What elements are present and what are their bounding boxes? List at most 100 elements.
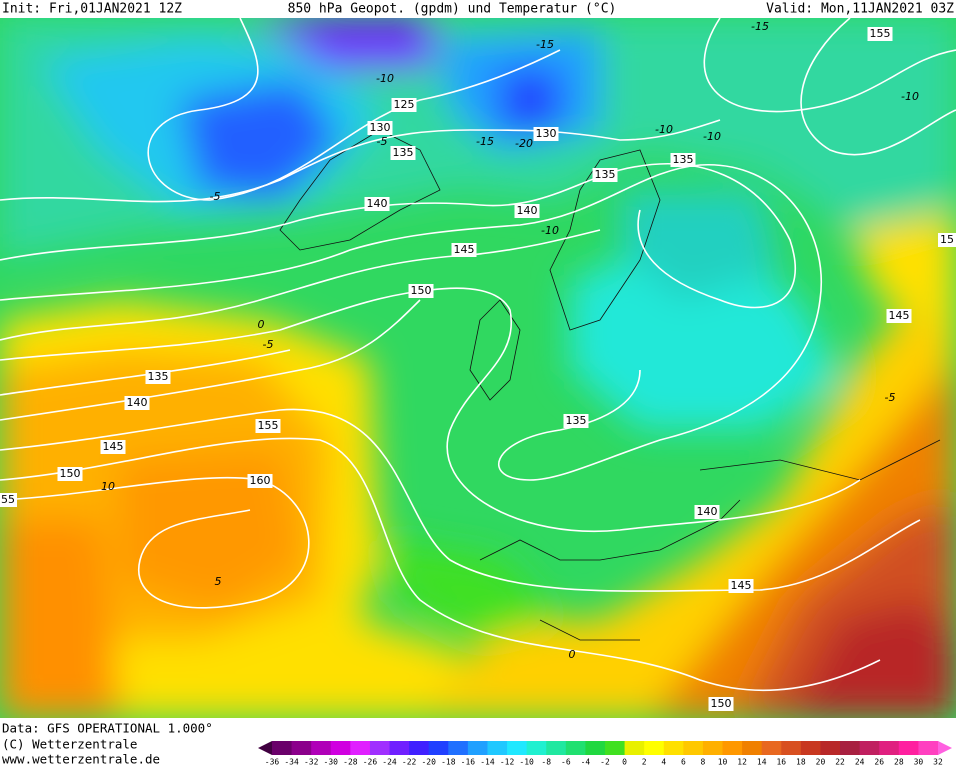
colorbar-label: 8 bbox=[701, 758, 706, 767]
colorbar-label: 16 bbox=[776, 758, 786, 767]
temperature-label: 0 bbox=[569, 648, 576, 661]
geopotential-label: 150 bbox=[711, 697, 732, 710]
colorbar-swatch bbox=[781, 741, 802, 755]
geopotential-label: 140 bbox=[367, 197, 388, 210]
geopotential-label: 140 bbox=[697, 505, 718, 518]
colorbar-label: -22 bbox=[402, 758, 417, 767]
contour-label-bg bbox=[255, 419, 281, 433]
temperature-label: 0 bbox=[258, 318, 265, 331]
contour-label-bg bbox=[364, 197, 390, 211]
colorbar-swatch bbox=[859, 741, 880, 755]
contour-label-bg bbox=[367, 121, 393, 135]
contour-label-bg bbox=[408, 284, 434, 298]
temperature-field bbox=[0, 18, 956, 718]
colorbar-swatch bbox=[330, 741, 351, 755]
geopotential-label: 155 bbox=[870, 27, 891, 40]
geopotential-label: 140 bbox=[517, 204, 538, 217]
contour-label-bg bbox=[451, 243, 477, 257]
geopotential-label: 150 bbox=[411, 284, 432, 297]
contour-label-bg bbox=[938, 233, 956, 247]
colorbar-swatch bbox=[369, 741, 391, 755]
colorbar-swatch bbox=[879, 741, 900, 755]
colorbar-label: 20 bbox=[816, 758, 826, 767]
temperature-label: -5 bbox=[210, 190, 221, 203]
temperature-label: -10 bbox=[655, 123, 673, 136]
footer-data: Data: GFS OPERATIONAL 1.000° bbox=[2, 721, 213, 736]
colorbar-label: -2 bbox=[600, 758, 610, 767]
colorbar-swatch bbox=[761, 741, 782, 755]
colorbar-label: 12 bbox=[737, 758, 747, 767]
map-labels: 1551251301351301351351401401514515014513… bbox=[0, 20, 956, 711]
header-bg bbox=[0, 0, 956, 18]
colorbar-swatch bbox=[467, 741, 488, 755]
geopotential-label: 145 bbox=[731, 579, 752, 592]
temperature-label: 10 bbox=[101, 480, 115, 493]
contour-label-bg bbox=[391, 98, 417, 112]
colorbar-label: -6 bbox=[561, 758, 571, 767]
colorbar-swatch bbox=[722, 741, 743, 755]
colorbar-swatch bbox=[311, 741, 332, 755]
colorbar-swatch bbox=[409, 741, 430, 755]
colorbar-swatch bbox=[526, 741, 547, 755]
colorbar-label: -10 bbox=[519, 758, 534, 767]
contour-label-bg bbox=[390, 146, 416, 160]
map-title: 850 hPa Geopot. (gpdm) und Temperatur (°… bbox=[288, 2, 617, 17]
geopotential-label: 150 bbox=[60, 467, 81, 480]
geopotential-label: 140 bbox=[127, 396, 148, 409]
colorbar-swatch bbox=[565, 741, 586, 755]
colorbar-swatch bbox=[820, 741, 841, 755]
contour-label-bg bbox=[694, 505, 720, 519]
geopotential-label: 135 bbox=[148, 370, 169, 383]
temperature-label: -15 bbox=[536, 38, 554, 51]
temperature-label: -15 bbox=[476, 135, 494, 148]
geopotential-label: 135 bbox=[393, 146, 414, 159]
geopotential-label: 145 bbox=[454, 243, 475, 256]
colorbar-label: 0 bbox=[622, 758, 627, 767]
colorbar-label: 18 bbox=[796, 758, 806, 767]
colorbar-swatch bbox=[487, 741, 508, 755]
colorbar-label: -20 bbox=[421, 758, 436, 767]
geopotential-label: 160 bbox=[250, 474, 271, 487]
temperature-label: -10 bbox=[901, 90, 919, 103]
colorbar-label: 10 bbox=[718, 758, 728, 767]
colorbar-swatch bbox=[918, 741, 939, 755]
contour-label-bg bbox=[533, 127, 559, 141]
colorbar-swatch bbox=[428, 741, 449, 755]
temperature-label: 5 bbox=[215, 575, 222, 588]
geopotential-label: 130 bbox=[536, 127, 557, 140]
colorbar-label: -4 bbox=[581, 758, 591, 767]
colorbar-label: 32 bbox=[933, 758, 943, 767]
colorbar-swatch bbox=[800, 741, 821, 755]
colorbar-swatch bbox=[840, 741, 861, 755]
colorbar-swatch bbox=[898, 741, 919, 755]
valid-time: Valid: Mon,11JAN2021 03Z bbox=[766, 2, 954, 17]
contour-label-bg bbox=[145, 370, 171, 384]
colorbar-label: -18 bbox=[441, 758, 456, 767]
colorbar-arrow-low bbox=[258, 741, 272, 755]
temperature-label: -10 bbox=[541, 224, 559, 237]
contour-label-bg bbox=[124, 396, 150, 410]
temperature-label: -5 bbox=[885, 391, 896, 404]
colorbar-label: -8 bbox=[541, 758, 551, 767]
colorbar-swatch bbox=[291, 741, 312, 755]
contour-label-bg bbox=[708, 697, 734, 711]
contour-label-bg bbox=[728, 579, 754, 593]
colorbar-label: -34 bbox=[284, 758, 299, 767]
colorbar-swatch bbox=[507, 741, 528, 755]
temperature-label: -5 bbox=[263, 338, 274, 351]
colorbar-label: 26 bbox=[874, 758, 884, 767]
colorbar-swatch bbox=[546, 741, 567, 755]
footer-url: www.wetterzentrale.de bbox=[2, 752, 160, 767]
contour-label-bg bbox=[57, 467, 83, 481]
geopotential-label: 125 bbox=[394, 98, 415, 111]
colorbar-swatch bbox=[389, 741, 410, 755]
geopotential-label: 55 bbox=[1, 493, 15, 506]
temperature-label: -15 bbox=[751, 20, 769, 33]
contour-label-bg bbox=[886, 309, 912, 323]
footer-copyright: (C) Wetterzentrale bbox=[2, 737, 137, 752]
colorbar-label: -14 bbox=[480, 758, 495, 767]
colorbar-swatch bbox=[624, 741, 645, 755]
colorbar-label: -36 bbox=[265, 758, 280, 767]
colorbar-label: -32 bbox=[304, 758, 319, 767]
